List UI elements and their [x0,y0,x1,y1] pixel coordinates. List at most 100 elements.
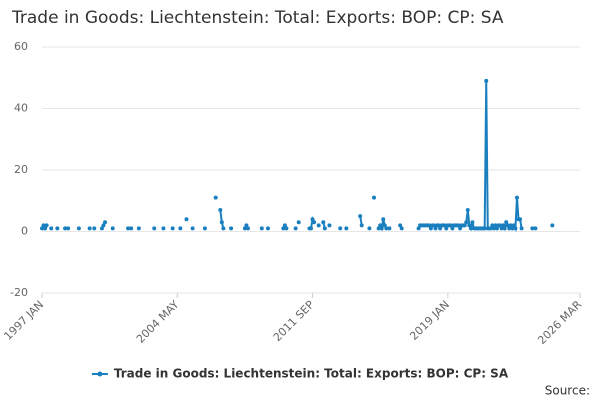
point [513,226,518,231]
point [514,195,519,200]
point [504,220,509,225]
point [464,220,469,225]
point [101,223,106,228]
point [438,226,443,231]
point [372,195,377,200]
point [490,223,495,228]
point [502,226,507,231]
point [338,226,343,231]
point [448,223,453,228]
point [281,226,286,231]
series [40,78,555,233]
point [484,78,489,83]
point [501,223,506,228]
point [488,226,493,231]
x-tick-label: 2019 JAN [407,298,452,343]
point [498,223,503,228]
y-tick-label: -20 [10,286,28,299]
point [468,226,473,231]
point [511,223,516,228]
point [310,217,315,222]
point [450,226,455,231]
point [44,223,49,228]
point [129,226,134,231]
y-tick-label: 60 [14,40,28,53]
x-tick-label: 2026 MAR [535,298,584,347]
point [507,226,512,231]
point [431,223,436,228]
point [312,220,317,225]
y-tick-label: 40 [14,102,28,115]
point [152,226,157,231]
point [358,214,363,219]
point [327,223,332,228]
legend-label: Trade in Goods: Liechtenstein: Total: Ex… [114,367,509,381]
point [92,226,97,231]
point [190,226,195,231]
point [499,226,504,231]
point [178,226,183,231]
point [442,223,447,228]
point [533,226,538,231]
point [382,223,387,228]
point [482,226,487,231]
point [550,223,555,228]
point [284,226,289,231]
point [99,226,104,231]
point [398,223,403,228]
point [381,217,386,222]
point [213,195,218,200]
point [219,220,224,225]
point [427,223,432,228]
point [126,226,131,231]
point [436,223,441,228]
point [458,226,463,231]
point [376,226,381,231]
x-tick-label: 1997 JAN [1,298,46,343]
point [322,226,327,231]
point [202,226,207,231]
point [296,220,301,225]
point [265,226,270,231]
point [103,220,108,225]
point [359,223,364,228]
legend: Trade in Goods: Liechtenstein: Total: Ex… [91,367,509,381]
point [41,223,46,228]
point [379,226,384,231]
legend-marker [97,371,103,377]
point [40,226,44,231]
point [242,226,247,231]
point [519,226,524,231]
point [428,226,433,231]
point [530,226,535,231]
point [462,223,467,228]
point [508,223,513,228]
point [344,226,349,231]
y-tick-label: 0 [21,225,28,238]
point [259,226,264,231]
point [465,207,470,212]
point [309,226,313,231]
point [43,226,48,231]
source-label: Source: [545,384,590,398]
point [221,226,226,231]
chart-title: Trade in Goods: Liechtenstein: Total: Ex… [11,8,504,28]
x-tick-label: 2011 SEP [271,298,317,344]
point [49,226,54,231]
point [161,226,166,231]
point [321,220,326,225]
point [444,226,449,231]
y-tick-label: 20 [14,163,28,176]
point [63,226,68,231]
point [384,226,389,231]
point [170,226,175,231]
point [493,223,498,228]
point [218,207,223,212]
point [505,223,510,228]
point [470,220,475,225]
point [316,223,321,228]
point [282,223,287,228]
point [293,226,298,231]
point [244,223,249,228]
